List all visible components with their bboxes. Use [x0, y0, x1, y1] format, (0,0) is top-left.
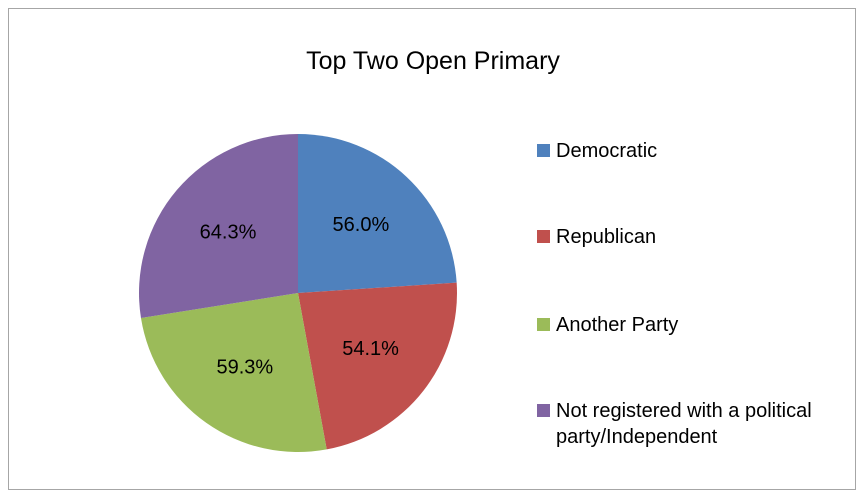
- legend-item-democratic: Democratic: [537, 138, 846, 164]
- legend-item-not-registered: Not registered with a political party/In…: [537, 398, 846, 450]
- data-label-democratic: 56.0%: [333, 214, 390, 236]
- pie-slice-not-registered: [139, 134, 298, 319]
- legend-item-another-party: Another Party: [537, 312, 846, 338]
- legend-label-not-registered: Not registered with a political party/In…: [556, 400, 812, 448]
- data-label-republican: 54.1%: [342, 338, 399, 360]
- data-label-not-registered: 64.3%: [200, 222, 257, 244]
- legend-label-republican: Republican: [556, 226, 657, 248]
- chart-title: Top Two Open Primary: [306, 47, 560, 75]
- pie-slice-another-party: [140, 293, 327, 452]
- legend-label-another-party: Another Party: [556, 314, 679, 336]
- legend-swatch-democratic: [537, 144, 550, 157]
- pie-slice-democratic: [298, 134, 457, 293]
- legend-item-republican: Republican: [537, 224, 846, 250]
- legend-label-democratic: Democratic: [556, 140, 658, 162]
- legend-swatch-not-registered: [537, 404, 550, 417]
- pie-slice-republican: [298, 282, 457, 450]
- pie-chart: 56.0% 54.1% 59.3% 64.3%: [139, 134, 457, 452]
- legend-swatch-another-party: [537, 318, 550, 331]
- chart-frame: Top Two Open Primary 56.0% 54.1% 59.3% 64.3…: [8, 8, 856, 490]
- legend-swatch-republican: [537, 230, 550, 243]
- data-label-another-party: 59.3%: [217, 356, 274, 378]
